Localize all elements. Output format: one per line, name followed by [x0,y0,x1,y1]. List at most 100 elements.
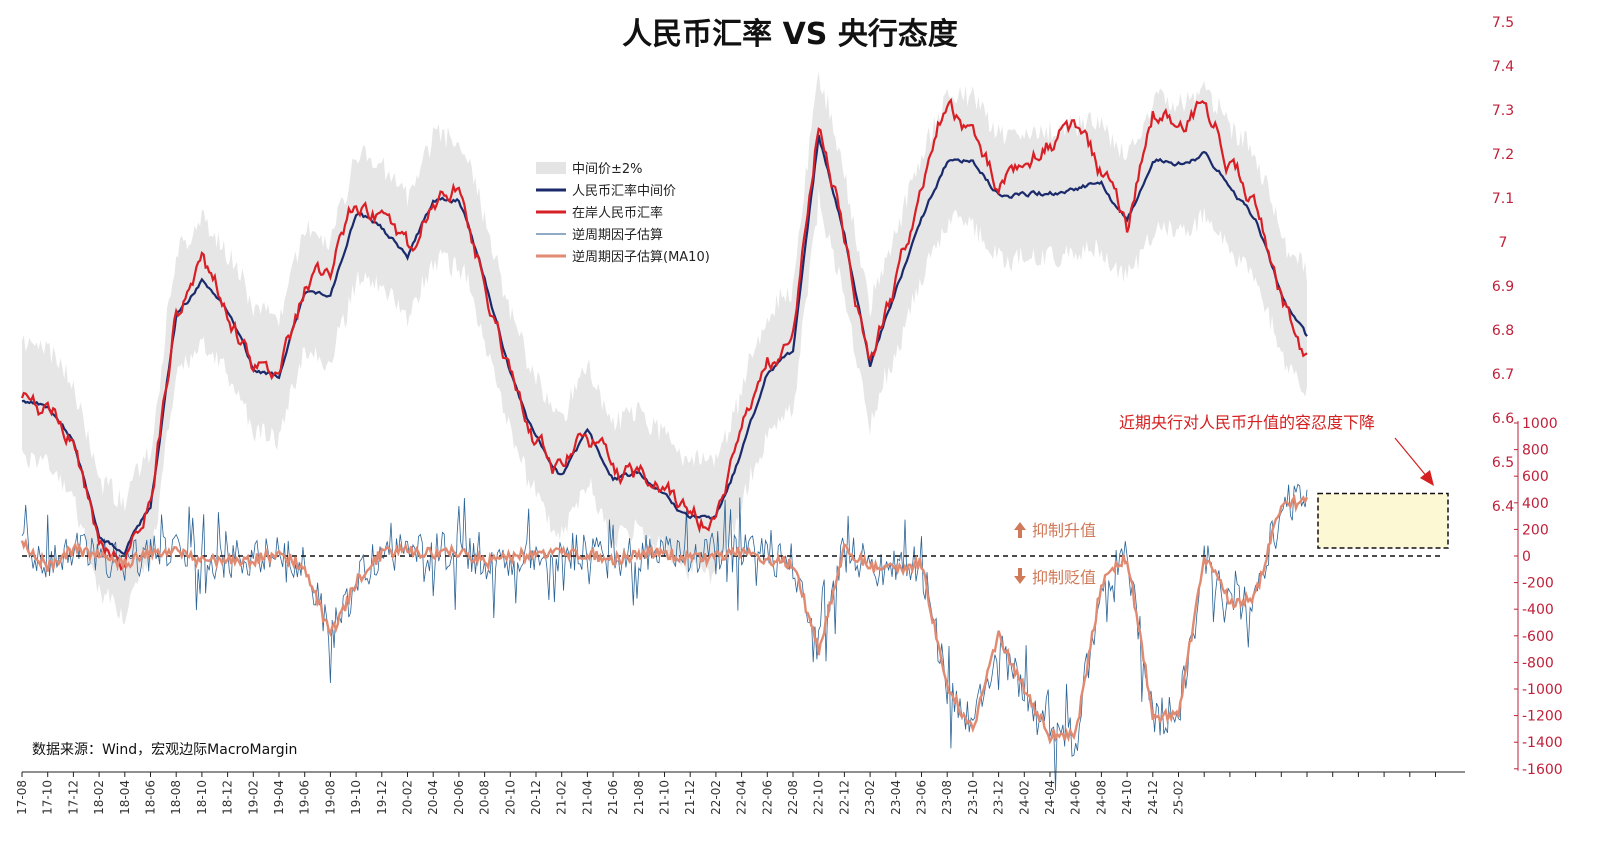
midpoint-band-group [22,71,1307,625]
x-tick-label: 24-12 [1146,780,1160,815]
onshore-rate-line [20,97,1308,572]
annotation-arrowhead [1420,470,1434,486]
x-tick-label: 17-10 [41,780,55,815]
x-tick-label: 19-02 [246,780,260,815]
y-axis-exchange: 7.5 7.4 7.3 7.2 7.1 7 6.9 6.8 6.7 6.6 6.5 6.4 [1492,15,1514,515]
annotation-tolerance-drop: 近期央行对人民币升值的容忍度下降 [1119,413,1375,432]
legend-label: 在岸人民币汇率 [572,205,663,221]
y-tick-label-exchange: 6.9 [1492,279,1514,295]
up-arrow-icon [1014,522,1026,538]
x-tick-label: 24-10 [1120,780,1134,815]
x-tick-label: 18-04 [118,780,132,815]
legend-label: 人民币汇率中间价 [572,183,676,199]
x-tick-label: 21-06 [606,780,620,815]
x-tick-label: 24-06 [1069,780,1083,815]
x-tick-label: 19-10 [349,780,363,815]
x-tick-label: 23-12 [992,780,1006,815]
x-tick-label: 21-04 [580,780,594,815]
chart-title: 人民币汇率 VS 央行态度 [622,17,958,52]
y-tick-label-exchange: 7.4 [1492,59,1514,75]
x-tick-label: 19-04 [272,780,286,815]
x-tick-label: 22-12 [837,780,851,815]
x-tick-label: 23-02 [863,780,877,815]
x-tick-label: 22-04 [735,780,749,815]
y-tick-label-exchange: 6.4 [1492,499,1514,515]
x-tick-label: 19-06 [298,780,312,815]
x-tick-label: 22-08 [786,780,800,815]
x-tick-label: 18-12 [221,780,235,815]
x-tick-label: 21-08 [632,780,646,815]
y-tick-label-factor: -1400 [1522,735,1563,751]
annotation-suppress-depreciation-label: 抑制贬值 [1032,568,1096,587]
data-source-note: 数据来源：Wind，宏观边际MacroMargin [32,742,297,758]
y-tick-label-factor: 0 [1522,549,1531,565]
x-tick-label: 17-12 [66,780,80,815]
y-tick-label-exchange: 7.1 [1492,191,1514,207]
x-tick-label: 18-08 [169,780,183,815]
x-tick-label: 18-02 [92,780,106,815]
annotation-suppress-appreciation-label: 抑制升值 [1032,521,1096,540]
x-tick-label: 25-02 [1172,780,1186,815]
y-tick-label-factor: -200 [1522,576,1554,592]
legend-label: 逆周期因子估算(MA10) [572,249,710,265]
x-tick-label: 20-08 [478,780,492,815]
x-tick-label: 20-06 [452,780,466,815]
x-tick-label: 18-10 [195,780,209,815]
annotation-arrow [1394,437,1429,479]
y-tick-label-factor: -1000 [1522,682,1563,698]
x-tick-label: 23-10 [966,780,980,815]
x-tick-label: 23-08 [940,780,954,815]
x-tick-label: 22-02 [709,780,723,815]
y-tick-label-factor: 1000 [1522,416,1558,432]
annotation-suppress-depreciation: 抑制贬值 [1014,568,1096,587]
x-tick-label: 20-12 [529,780,543,815]
x-tick-label: 21-12 [683,780,697,815]
down-arrow-icon [1014,568,1026,584]
y-tick-label-factor: 600 [1522,469,1549,485]
legend-label: 逆周期因子估算 [572,227,663,243]
x-tick-label: 24-02 [1017,780,1031,815]
midpoint-band [22,71,1307,625]
x-tick-label: 17-08 [15,780,29,815]
x-tick-label: 22-06 [760,780,774,815]
y-tick-label-exchange: 6.7 [1492,367,1514,383]
y-axis-factor: 1000 800 600 400 200 0 -200 -400 -600 -800 -1000 -1… [1514,416,1563,778]
x-tick-label: 23-04 [889,780,903,815]
highlight-box [1317,492,1449,549]
x-tick-label: 21-02 [555,780,569,815]
factor-ma-group [20,494,1309,745]
y-tick-label-factor: -1200 [1522,709,1563,725]
x-axis: 17-08 17-10 17-12 18-02 18-04 18-06 18-08 18-10… [15,772,1436,815]
legend-swatch [536,162,566,174]
x-tick-label: 20-02 [401,780,415,815]
factor-ma10-line [20,494,1309,745]
y-tick-label-exchange: 7.3 [1492,103,1514,119]
y-tick-label-factor: -400 [1522,602,1554,618]
exchange-lines-group [20,97,1308,572]
y-tick-label-exchange: 7.2 [1492,147,1514,163]
y-tick-label-factor: -1600 [1522,762,1563,778]
y-tick-label-exchange: 7.5 [1492,15,1514,31]
legend: 中间价±2% 人民币汇率中间价在岸人民币汇率逆周期因子估算逆周期因子估算(MA10… [536,162,710,265]
x-tick-label: 18-06 [144,780,158,815]
y-tick-label-factor: 400 [1522,496,1549,512]
annotation-suppress-appreciation: 抑制升值 [1014,521,1096,540]
x-tick-label: 24-08 [1094,780,1108,815]
x-tick-label: 21-10 [658,780,672,815]
y-tick-label-exchange: 6.5 [1492,455,1514,471]
x-tick-label: 20-10 [503,780,517,815]
x-tick-label: 19-12 [375,780,389,815]
y-tick-label-factor: 200 [1522,522,1549,538]
y-tick-label-exchange: 6.8 [1492,323,1514,339]
x-tick-label: 23-06 [915,780,929,815]
y-tick-label-factor: -600 [1522,629,1554,645]
x-tick-label: 22-10 [812,780,826,815]
legend-label: 中间价±2% [572,162,643,177]
x-tick-label: 24-04 [1043,780,1057,815]
y-tick-label-factor: 800 [1522,443,1549,459]
y-tick-label-factor: -800 [1522,655,1554,671]
y-tick-label-exchange: 7 [1499,235,1508,251]
x-tick-label: 20-04 [426,780,440,815]
